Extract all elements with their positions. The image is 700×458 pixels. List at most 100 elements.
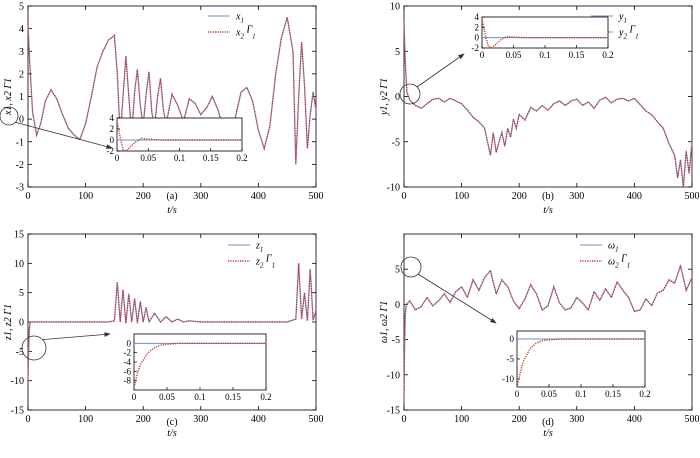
- legend-entry: ω1: [608, 241, 619, 254]
- x-axis-label: t/s: [167, 205, 177, 216]
- y-axis-label: x1, x2 Γ1: [3, 78, 14, 116]
- inset-y-tick-label: 0: [510, 334, 515, 344]
- inset-x-tick-label: 0.05: [506, 50, 522, 60]
- x-tick-label: 300: [569, 191, 584, 202]
- y-tick-label: -5: [392, 335, 400, 346]
- series-line-2: [27, 263, 317, 381]
- legend-entry: x2 Γ1: [235, 25, 256, 41]
- inset-x-tick-label: 0.1: [539, 50, 550, 60]
- plot-frame: [403, 233, 693, 411]
- inset-series-2: [516, 338, 645, 388]
- y-tick-label: -10: [387, 183, 400, 194]
- y-tick-label: -10: [11, 376, 24, 387]
- x-tick-label: 100: [78, 414, 93, 425]
- inset-x-tick-label: 0.05: [140, 153, 156, 163]
- zoom-arrow: [416, 53, 465, 88]
- x-tick-label: 0: [402, 191, 407, 202]
- x-axis-label: t/s: [167, 428, 177, 439]
- inset-x-tick-label: 0.1: [174, 153, 185, 163]
- zoom-circle: [0, 106, 19, 126]
- zoom-arrow: [15, 121, 113, 149]
- legend-text-extra_sub: 1: [627, 262, 631, 270]
- x-tick-label: 200: [136, 414, 151, 425]
- inset-x-tick-label: 0: [115, 153, 120, 163]
- legend-text-extra: Γ: [627, 25, 636, 36]
- inset-y-tick-label: 0: [475, 33, 480, 43]
- x-tick-label: 300: [569, 414, 584, 425]
- y-axis-label: ω1, ω2 Γ1: [379, 301, 390, 343]
- legend-text-extra_sub: 1: [272, 262, 276, 270]
- legend-text-sub: 1: [623, 17, 627, 25]
- x-tick-label: 400: [251, 191, 266, 202]
- zoom-circle: [399, 83, 421, 105]
- inset-x-tick-label: 0.2: [639, 389, 650, 399]
- legend-entry: z1: [255, 241, 263, 254]
- legend-text-base: y: [618, 28, 624, 39]
- inset-x-tick-label: 0.1: [575, 389, 586, 399]
- x-tick-label: 500: [309, 414, 324, 425]
- y-tick-label: 5: [395, 265, 400, 276]
- legend-text-base: y: [618, 12, 624, 23]
- y-tick-label: 1: [19, 92, 24, 103]
- inset-x-tick-label: 0.15: [203, 153, 219, 163]
- legend-text-sub: 2: [615, 262, 619, 270]
- y-tick-label: 5: [19, 2, 24, 13]
- y-tick-label: -15: [387, 406, 400, 417]
- zoom-arrow: [42, 332, 111, 340]
- inset-frame: [116, 117, 243, 152]
- legend-text-extra: Γ: [263, 254, 272, 265]
- inset-y-tick-label: 0: [110, 135, 115, 145]
- x-tick-label: 100: [78, 191, 93, 202]
- inset-frame: [133, 333, 267, 391]
- x-tick-label: 400: [251, 414, 266, 425]
- zoom-circle: [400, 256, 422, 278]
- series-line-2: [403, 263, 693, 404]
- panel-label: (c): [166, 417, 177, 428]
- inset-y-tick-label: 0: [127, 338, 132, 348]
- x-tick-label: 200: [512, 191, 527, 202]
- inset-y-tick-label: -6: [124, 366, 132, 376]
- inset-x-tick-label: 0.15: [605, 389, 621, 399]
- inset-x-tick-label: 0.15: [569, 50, 585, 60]
- legend-text-sub: 2: [260, 262, 264, 270]
- panel-label: (b): [542, 191, 554, 202]
- x-tick-label: 500: [685, 414, 700, 425]
- inset-series-2: [116, 120, 242, 152]
- legend-text-extra_sub: 1: [635, 33, 639, 41]
- legend-text-base: ω: [608, 257, 615, 268]
- legend-entry: y2 Γ1: [618, 25, 639, 41]
- y-tick-label: 4: [19, 24, 24, 35]
- x-axis-label: t/s: [543, 428, 553, 439]
- legend-text-sub: 1: [260, 246, 264, 254]
- x-tick-label: 500: [685, 191, 700, 202]
- inset-y-tick-label: 2: [475, 22, 480, 32]
- y-tick-label: -10: [387, 370, 400, 381]
- y-tick-label: -1: [16, 137, 24, 148]
- x-tick-label: 0: [26, 191, 31, 202]
- x-tick-label: 0: [402, 414, 407, 425]
- panel-label: (d): [542, 417, 554, 428]
- inset-x-tick-label: 0: [480, 50, 485, 60]
- legend-text-base: z: [255, 257, 260, 268]
- inset-x-tick-label: 0.05: [541, 389, 557, 399]
- x-tick-label: 200: [136, 191, 151, 202]
- inset-plot: 0 0.05 0.1 0.15 0.2-8-6-4-20: [124, 333, 272, 402]
- y-tick-label: 2: [19, 69, 24, 80]
- inset-y-tick-label: -10: [502, 374, 514, 384]
- legend-text-base: z: [255, 241, 260, 252]
- x-tick-label: 200: [512, 414, 527, 425]
- legend-text-sub: 1: [240, 17, 244, 25]
- x-tick-label: 100: [454, 191, 469, 202]
- x-tick-label: 300: [193, 191, 208, 202]
- y-tick-label: 0: [395, 92, 400, 103]
- legend-text-base: x: [235, 12, 241, 23]
- y-tick-label: 10: [14, 259, 24, 270]
- inset-x-tick-label: 0.2: [260, 392, 271, 402]
- inset-y-tick-label: -4: [124, 357, 132, 367]
- y-tick-label: 5: [19, 288, 24, 299]
- zoom-arrow: [417, 273, 497, 324]
